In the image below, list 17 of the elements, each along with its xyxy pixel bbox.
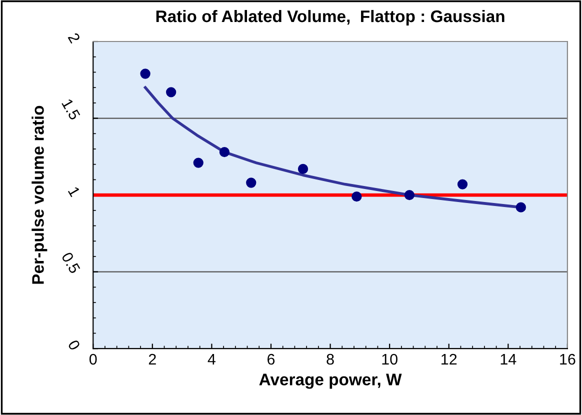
x-tick-label: 10 <box>382 354 398 365</box>
x-tick-label: 14 <box>500 354 516 365</box>
x-axis-title: Average power, W <box>259 374 402 389</box>
x-tick-label: 6 <box>268 354 275 365</box>
chart-title: Ratio of Ablated Volume, Flattop : Gaussian <box>156 10 504 26</box>
x-tick-label: 2 <box>148 354 156 365</box>
x-tick-label: 0 <box>89 354 97 365</box>
x-tick-label: 12 <box>442 354 457 365</box>
x-tick-label: 8 <box>326 354 334 365</box>
y-tick-label: 1.5 <box>61 98 80 121</box>
x-tick-label: 4 <box>208 354 216 365</box>
y-tick-label: 0.5 <box>61 251 81 274</box>
x-tick-label: 16 <box>560 354 576 365</box>
y-axis-title: Per-pulse volume ratio <box>32 106 48 284</box>
y-tick-label: 2 <box>68 32 81 44</box>
y-tick-label: 0 <box>68 339 81 351</box>
y-tick-label: 1 <box>68 186 80 198</box>
